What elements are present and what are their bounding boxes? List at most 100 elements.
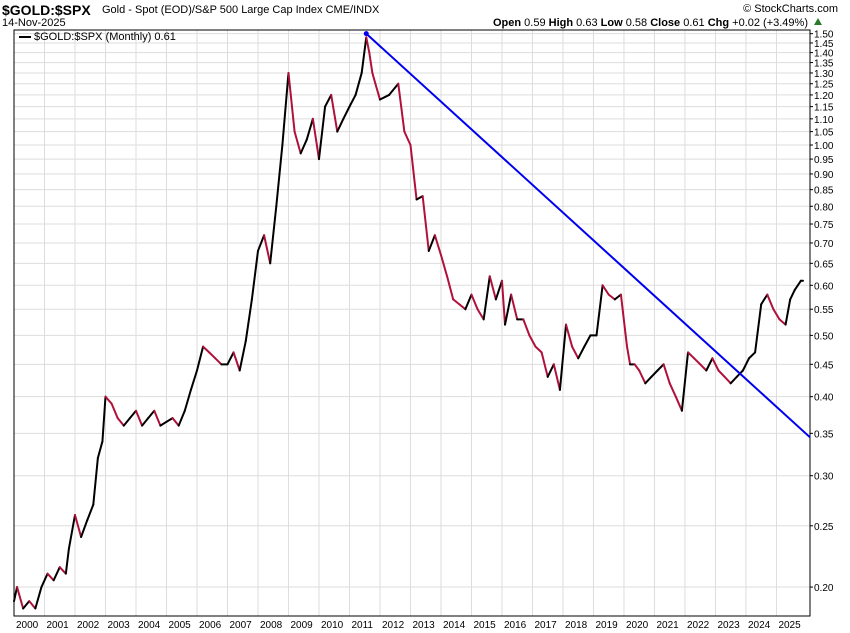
series-segment — [439, 254, 449, 278]
series-segment — [22, 600, 31, 610]
series-segment — [128, 409, 137, 420]
series-segment — [674, 395, 683, 412]
series-segment — [662, 363, 671, 385]
x-tick-label: 2008 — [260, 620, 283, 631]
series-segment — [415, 195, 424, 201]
x-tick-label: 2003 — [107, 620, 130, 631]
series-segment — [504, 293, 513, 326]
series-segment — [368, 51, 374, 74]
series-segment — [522, 318, 531, 337]
series-segment — [116, 417, 125, 427]
y-tick-label: 0.50 — [814, 331, 834, 342]
ohlc-readout: Open 0.59 High 0.63 Low 0.58 Close 0.61 … — [493, 17, 808, 29]
series-segment — [494, 279, 503, 301]
y-tick-label: 1.35 — [814, 59, 834, 70]
series-segment — [171, 417, 180, 427]
axis-layer: 0.20 0.25 0.30 0.35 0.40 0.45 0.50 0.55 0.60 0.65… — [16, 30, 834, 631]
series-segment — [528, 334, 537, 348]
x-tick-label: 2009 — [290, 620, 313, 631]
series-segment — [705, 357, 714, 372]
series-segment — [263, 234, 272, 265]
series-segment — [403, 130, 412, 147]
series-segment — [177, 409, 186, 427]
x-tick-label: 2001 — [46, 620, 69, 631]
chart-description-text: Gold - Spot (EOD)/S&P 500 Large Cap Inde… — [102, 4, 323, 16]
y-tick-label: 1.50 — [814, 30, 834, 41]
series-segment — [476, 308, 485, 321]
series-segment — [552, 363, 561, 391]
x-tick-label: 2010 — [321, 620, 344, 631]
series-segment — [397, 82, 406, 133]
x-tick-label: 2002 — [77, 620, 100, 631]
x-tick-label: 2012 — [382, 620, 405, 631]
series-segment — [147, 409, 156, 420]
series-segment — [281, 71, 290, 147]
y-tick-label: 0.45 — [814, 360, 834, 371]
series-segment — [607, 293, 616, 301]
series-segment — [293, 130, 302, 155]
x-tick-label: 2014 — [443, 620, 466, 631]
y-tick-label: 1.10 — [814, 115, 834, 126]
legend: $GOLD:$SPX (Monthly) 0.61 — [19, 31, 176, 43]
series-segment — [488, 275, 497, 301]
series-segment — [558, 323, 568, 391]
x-tick-label: 2016 — [504, 620, 527, 631]
series-segment — [52, 566, 61, 582]
y-tick-label: 0.95 — [814, 155, 834, 166]
series-segment — [183, 388, 192, 412]
series-segment — [324, 93, 333, 108]
series-segment — [305, 117, 314, 141]
series-segment — [482, 275, 491, 321]
y-tick-label: 0.20 — [814, 583, 834, 594]
series-segment — [226, 351, 235, 366]
series-segment — [317, 105, 327, 161]
series-segment — [232, 351, 241, 372]
x-tick-label: 2006 — [199, 620, 222, 631]
series-segment — [238, 339, 247, 372]
series-segment — [540, 351, 549, 378]
series-segment — [748, 351, 757, 360]
x-tick-label: 2020 — [626, 620, 649, 631]
y-tick-label: 0.35 — [814, 429, 834, 440]
series-segment — [571, 345, 580, 360]
series-segment — [421, 195, 430, 252]
series-segment — [729, 375, 738, 385]
x-tick-label: 2021 — [656, 620, 679, 631]
series-segment — [256, 234, 266, 252]
x-tick-label: 2023 — [717, 620, 740, 631]
low-label: Low — [600, 17, 623, 29]
series-segment — [311, 117, 320, 161]
series-segment — [754, 303, 763, 354]
y-tick-label: 1.20 — [814, 91, 834, 102]
chart-exchange: CME/INDX — [325, 4, 380, 16]
series-segment — [613, 293, 622, 301]
series-segment — [772, 308, 781, 321]
series-segment — [633, 363, 641, 372]
series-segment — [86, 503, 95, 522]
series-segment — [110, 402, 119, 420]
series-segment — [299, 138, 308, 155]
series-segment — [354, 71, 363, 96]
legend-label: $GOLD:$SPX (Monthly) 0.61 — [34, 31, 176, 43]
series-segment — [464, 293, 473, 311]
high-value: 0.63 — [576, 17, 598, 29]
series-segment — [371, 71, 377, 85]
series-segment — [699, 363, 708, 372]
x-tick-label: 2024 — [748, 620, 771, 631]
series-segment — [195, 345, 205, 372]
series-segment — [638, 369, 647, 385]
series-segment — [287, 71, 296, 133]
series-segment — [365, 36, 371, 54]
y-tick-label: 1.05 — [814, 128, 834, 139]
y-tick-label: 0.25 — [814, 522, 834, 533]
series-segment — [446, 275, 455, 301]
series-segment — [104, 395, 113, 405]
grid-layer — [13, 30, 810, 616]
series-segment — [165, 417, 174, 423]
series-segment — [500, 279, 507, 326]
series-segment — [360, 36, 368, 74]
series-segment — [409, 144, 418, 201]
series-segment — [92, 456, 99, 506]
y-tick-label: 0.75 — [814, 220, 834, 231]
